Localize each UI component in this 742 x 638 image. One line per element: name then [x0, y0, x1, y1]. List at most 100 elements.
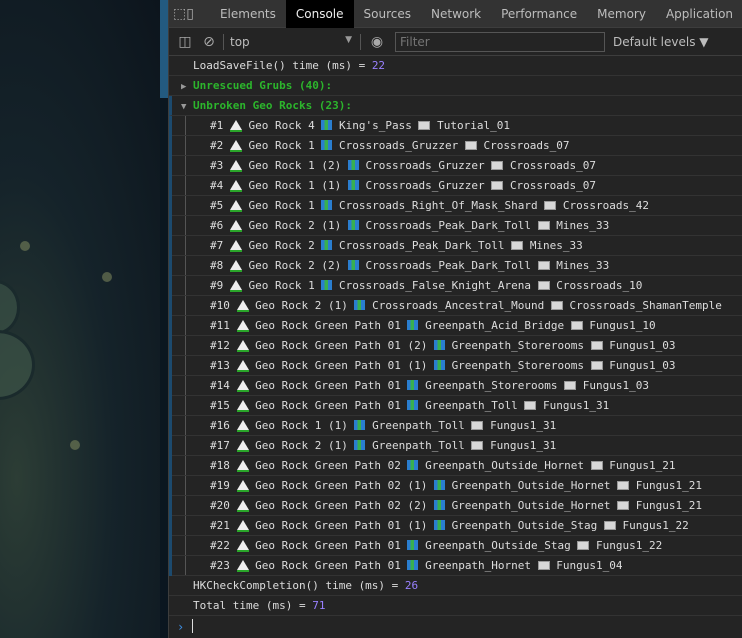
room-icon [471, 441, 484, 450]
scene-name: Greenpath_Toll [372, 439, 465, 452]
list-item: #2 Geo Rock 1 Crossroads_Gruzzer Crossro… [172, 136, 742, 156]
rock-name: Geo Rock Green Path 01 (1) [255, 519, 428, 532]
room-name: Fungus1_22 [622, 519, 689, 532]
geo-rock-icon [229, 220, 242, 230]
console-output: LoadSaveFile() time (ms) = 22 ▶ Unrescued… [169, 56, 742, 638]
scene-name: Greenpath_Storerooms [425, 379, 558, 392]
map-icon [354, 420, 366, 430]
rock-name: Geo Rock Green Path 01 (1) [255, 359, 428, 372]
scene-name: King's_Pass [338, 119, 412, 132]
filter-input[interactable] [395, 31, 605, 52]
room-icon [537, 221, 550, 230]
room-icon [577, 541, 590, 550]
item-index: #9 [210, 279, 224, 292]
page-scrollbar-thumb[interactable] [160, 0, 168, 98]
room-icon [537, 281, 550, 290]
list-item: #20 Geo Rock Green Path 02 (2) Greenpath… [172, 496, 742, 516]
list-item: #8 Geo Rock 2 (2) Crossroads_Peak_Dark_T… [172, 256, 742, 276]
group-unrescued-grubs[interactable]: ▶ Unrescued Grubs (40): [169, 76, 742, 96]
room-icon [590, 361, 603, 370]
room-name: Crossroads_10 [556, 279, 643, 292]
message-text: LoadSaveFile() time (ms) = [193, 59, 372, 72]
map-icon [433, 340, 445, 350]
geo-rock-icon [236, 540, 249, 550]
rock-name: Geo Rock Green Path 01 [255, 539, 401, 552]
group-label: Unrescued Grubs (40): [193, 79, 333, 92]
tab-elements[interactable]: Elements [219, 6, 276, 21]
tab-application[interactable]: Application [665, 6, 734, 21]
rock-name: Geo Rock 4 [248, 119, 315, 132]
caret-down-icon: ▼ [181, 102, 187, 112]
rock-name: Geo Rock 1 (1) [248, 179, 342, 192]
room-name: Fungus1_21 [635, 499, 702, 512]
eye-icon[interactable]: ◉ [370, 33, 384, 50]
item-index: #18 [210, 459, 230, 472]
scene-name: Greenpath_Storerooms [451, 339, 585, 352]
scene-name: Greenpath_Outside_Hornet [425, 459, 585, 472]
map-icon [407, 560, 419, 570]
log-levels-dropdown[interactable]: Default levels ▼ [613, 34, 709, 49]
room-icon [511, 241, 524, 250]
room-icon [464, 141, 477, 150]
geo-rock-icon [229, 200, 242, 210]
geo-rock-icon [236, 400, 249, 410]
inspect-element-icon[interactable]: ⬚ [173, 5, 187, 22]
tab-memory[interactable]: Memory [597, 6, 646, 21]
tab-network[interactable]: Network [431, 6, 482, 21]
item-index: #22 [210, 539, 230, 552]
spore-decoration [70, 440, 80, 450]
item-index: #4 [210, 179, 224, 192]
device-toolbar-icon[interactable]: ▯ [186, 5, 194, 22]
scene-name: Greenpath_Outside_Hornet [451, 499, 611, 512]
room-icon [491, 181, 504, 190]
map-icon [433, 500, 445, 510]
scene-name: Crossroads_Gruzzer [365, 179, 485, 192]
sidebar-toggle-icon[interactable]: ◫ [178, 33, 192, 50]
room-name: Fungus1_21 [609, 459, 676, 472]
item-index: #6 [210, 219, 224, 232]
message-text: Total time (ms) = [193, 599, 313, 612]
list-item: #4 Geo Rock 1 (1) Crossroads_Gruzzer Cro… [172, 176, 742, 196]
item-index: #15 [210, 399, 230, 412]
rock-name: Geo Rock 1 (2) [248, 159, 342, 172]
list-item: #17 Geo Rock 2 (1) Greenpath_Toll Fungus… [172, 436, 742, 456]
room-icon [550, 301, 563, 310]
rock-name: Geo Rock 1 [248, 279, 315, 292]
list-item: #18 Geo Rock Green Path 02 Greenpath_Out… [172, 456, 742, 476]
geo-rock-icon [236, 300, 249, 310]
rock-name: Geo Rock 2 (1) [248, 219, 342, 232]
console-prompt-input[interactable]: › [169, 616, 742, 638]
tab-sources[interactable]: Sources [363, 6, 411, 21]
geo-rock-icon [236, 320, 249, 330]
room-name: Fungus1_31 [490, 439, 557, 452]
clear-console-icon[interactable]: ⊘ [203, 33, 215, 50]
page-scrollbar[interactable] [160, 0, 168, 638]
geo-rock-icon [236, 480, 249, 490]
item-index: #10 [210, 299, 230, 312]
context-select[interactable]: top ▼ [226, 35, 356, 49]
rock-name: Geo Rock 2 [248, 239, 315, 252]
list-item: #1 Geo Rock 4 King's_Pass Tutorial_01 [172, 116, 742, 136]
tab-performance[interactable]: Performance [501, 6, 578, 21]
list-item: #9 Geo Rock 1 Crossroads_False_Knight_Ar… [172, 276, 742, 296]
map-icon [407, 460, 419, 470]
list-item: #15 Geo Rock Green Path 01 Greenpath_Tol… [172, 396, 742, 416]
rock-name: Geo Rock 1 [248, 199, 315, 212]
scene-name: Greenpath_Outside_Hornet [451, 479, 611, 492]
tab-console[interactable]: Console [285, 0, 354, 28]
geo-rock-icon [236, 500, 249, 510]
group-label: Unbroken Geo Rocks (23): [193, 99, 352, 112]
rock-name: Geo Rock 1 [248, 139, 315, 152]
room-icon [471, 421, 484, 430]
item-index: #5 [210, 199, 224, 212]
room-icon [537, 561, 550, 570]
map-icon [321, 120, 333, 130]
devtools-panel: ⬚ ▯ Elements Console Sources Network Perform… [168, 0, 742, 638]
room-name: Crossroads_ShamanTemple [569, 299, 722, 312]
group-unbroken-geo-rocks[interactable]: ▼ Unbroken Geo Rocks (23): [169, 96, 742, 116]
rock-name: Geo Rock 2 (1) [255, 439, 348, 452]
geo-rock-icon [229, 140, 242, 150]
message-number: 22 [371, 59, 386, 72]
room-name: Fungus1_31 [490, 419, 557, 432]
room-name: Crossroads_07 [509, 179, 597, 192]
